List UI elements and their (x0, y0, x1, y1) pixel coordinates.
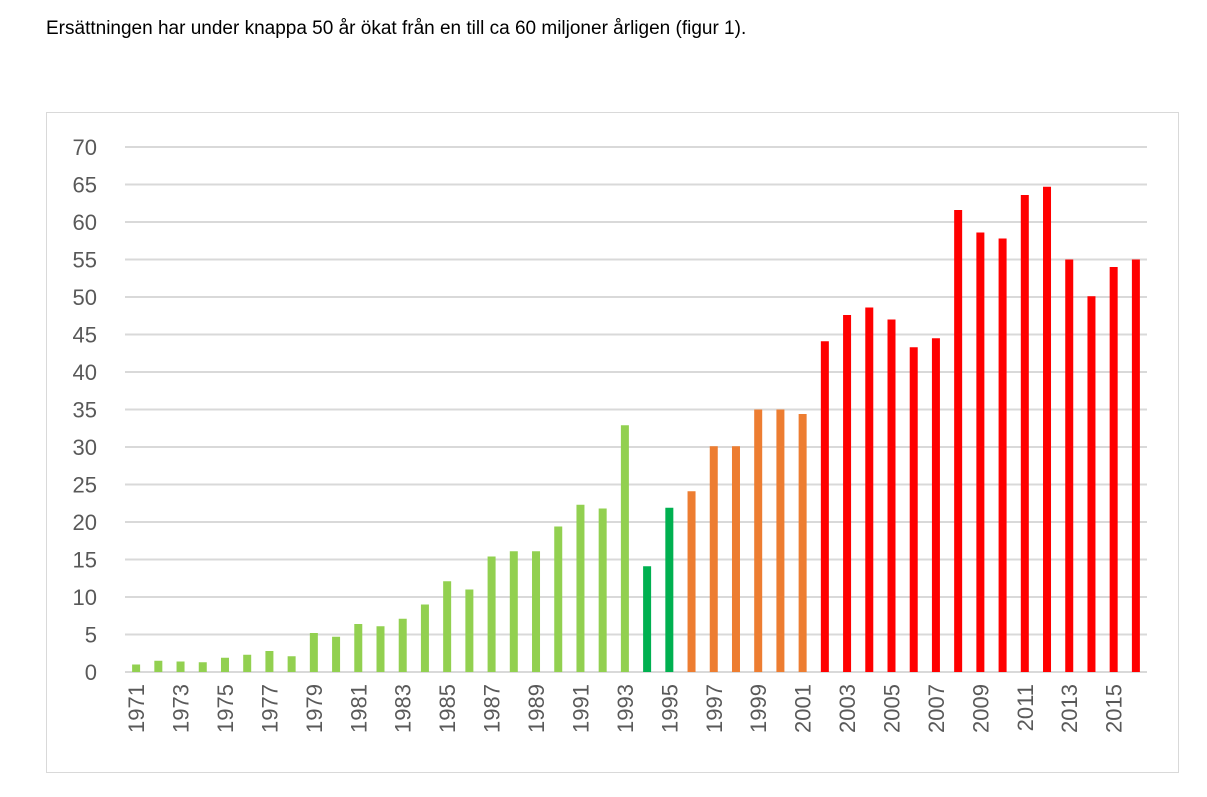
y-tick-label: 5 (85, 623, 97, 648)
bar-1999 (754, 409, 763, 672)
x-tick-label: 1991 (568, 684, 593, 733)
bar-2005 (887, 319, 896, 672)
bar-1972 (154, 660, 163, 672)
x-tick-label: 2009 (968, 684, 993, 733)
bar-2000 (776, 409, 785, 672)
bar-2011 (1020, 195, 1029, 672)
y-tick-label: 60 (73, 210, 97, 235)
bar-1996 (687, 491, 696, 672)
bar-1981 (354, 624, 363, 672)
bar-1973 (176, 661, 185, 672)
bar-1982 (376, 626, 385, 672)
bar-1979 (309, 633, 318, 672)
x-tick-label: 1997 (702, 684, 727, 733)
bar-2014 (1087, 296, 1096, 672)
x-tick-label: 1975 (213, 684, 238, 733)
y-tick-label: 0 (85, 660, 97, 685)
x-tick-label: 2013 (1057, 684, 1082, 733)
x-tick-label: 1971 (124, 684, 149, 733)
bar-2015 (1109, 267, 1118, 672)
bar-1994 (643, 566, 652, 672)
bar-2012 (1043, 186, 1052, 672)
bar-1998 (731, 446, 740, 672)
y-tick-label: 70 (73, 135, 97, 160)
bar-2001 (798, 414, 807, 672)
x-tick-label: 1999 (746, 684, 771, 733)
x-tick-label: 1983 (391, 684, 416, 733)
bar-1993 (620, 425, 629, 672)
bar-1989 (532, 551, 541, 672)
bar-1983 (398, 618, 407, 672)
intro-text: Ersättningen har under knappa 50 år ökat… (46, 18, 747, 39)
x-tick-label: 1989 (524, 684, 549, 733)
x-tick-label: 1977 (257, 684, 282, 733)
chart-frame: 0 5 10 15 20 25 30 35 40 45 50 55 60 65 70 1971 1973 1975… (46, 112, 1179, 773)
y-tick-label: 35 (73, 398, 97, 423)
bar-2013 (1065, 259, 1074, 672)
y-tick-label: 40 (73, 360, 97, 385)
bar-1995 (665, 507, 674, 672)
y-tick-label: 55 (73, 248, 97, 273)
y-tick-label: 10 (73, 585, 97, 610)
y-tick-label: 15 (73, 548, 97, 573)
x-tick-label: 1993 (613, 684, 638, 733)
bar-2002 (820, 341, 829, 672)
bar-1987 (487, 556, 496, 672)
x-tick-label: 1973 (169, 684, 194, 733)
y-tick-label: 45 (73, 323, 97, 348)
bar-1990 (554, 526, 563, 672)
bar-1978 (287, 656, 296, 672)
bar-2007 (931, 338, 940, 672)
bar-1997 (709, 446, 718, 672)
bar-1984 (420, 604, 429, 672)
x-tick-label: 2003 (835, 684, 860, 733)
y-tick-label: 65 (73, 173, 97, 198)
bar-2016 (1131, 259, 1140, 672)
bar-chart: 0 5 10 15 20 25 30 35 40 45 50 55 60 65 70 1971 1973 1975… (73, 135, 1147, 733)
bar-2008 (954, 210, 963, 672)
bar-1992 (598, 508, 607, 672)
bar-2009 (976, 232, 985, 672)
bar-2003 (843, 315, 852, 672)
bar-1977 (265, 651, 274, 672)
x-tick-label: 2007 (924, 684, 949, 733)
x-tick-label: 1987 (480, 684, 505, 733)
x-tick-label: 1979 (302, 684, 327, 733)
x-tick-label: 1981 (346, 684, 371, 733)
y-tick-label: 30 (73, 435, 97, 460)
bar-1985 (443, 581, 452, 672)
bar-1980 (332, 636, 341, 672)
y-tick-label: 50 (73, 285, 97, 310)
bar-1986 (465, 589, 474, 672)
bar-1975 (220, 657, 229, 672)
x-tick-label: 1995 (657, 684, 682, 733)
bar-1971 (132, 664, 141, 672)
x-tick-label: 2015 (1102, 684, 1127, 733)
x-tick-label: 2011 (1013, 684, 1038, 731)
bar-2010 (998, 238, 1007, 672)
y-tick-label: 20 (73, 510, 97, 535)
bar-1974 (198, 662, 207, 672)
x-tick-label: 2005 (880, 684, 905, 733)
bar-2004 (865, 307, 874, 672)
y-tick-label: 25 (73, 473, 97, 498)
bar-1976 (243, 654, 252, 672)
x-tick-label: 2001 (791, 684, 816, 733)
x-tick-label: 1985 (435, 684, 460, 733)
bar-1988 (509, 551, 518, 672)
bar-1991 (576, 504, 585, 672)
bar-2006 (909, 347, 918, 672)
